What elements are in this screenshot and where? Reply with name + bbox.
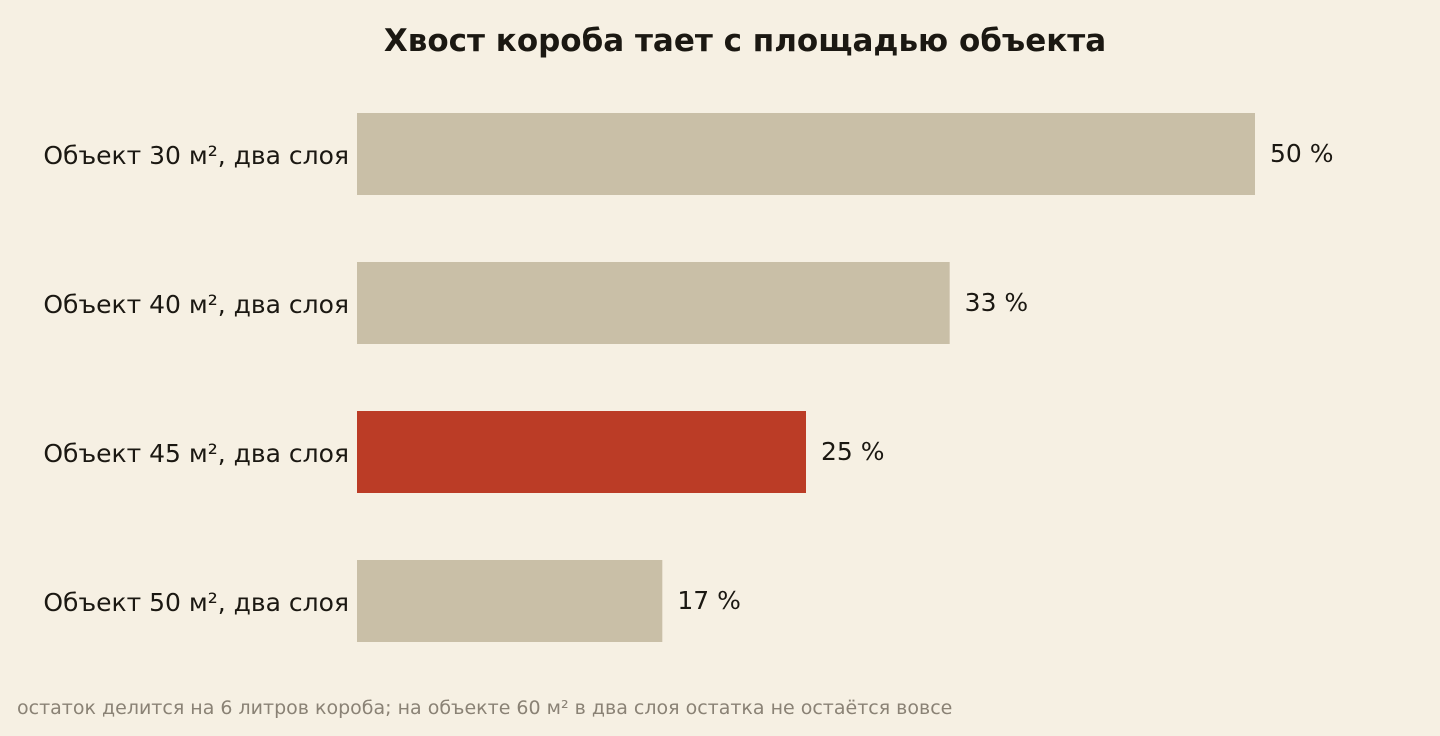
category-label-3: Объект 45 м², два слоя: [43, 439, 349, 468]
bar-3: [357, 411, 806, 493]
category-label-2: Объект 40 м², два слоя: [43, 290, 349, 319]
bar-4: [357, 560, 663, 642]
bars-group: Объект 30 м², два слоя 50 % Объект 40 м², …: [43, 113, 1334, 642]
category-label-1: Объект 30 м², два слоя: [43, 141, 349, 170]
value-label-3: 25 %: [821, 437, 885, 466]
value-label-1: 50 %: [1270, 139, 1334, 168]
bar-2: [357, 262, 950, 344]
chart-footnote: остаток делится на 6 литров короба; на о…: [17, 697, 952, 719]
bar-1: [357, 113, 1255, 195]
value-label-4: 17 %: [677, 586, 741, 615]
category-label-4: Объект 50 м², два слоя: [43, 588, 349, 617]
value-label-2: 33 %: [965, 288, 1029, 317]
chart-title: Хвост короба тает с площадью объекта: [384, 23, 1106, 59]
